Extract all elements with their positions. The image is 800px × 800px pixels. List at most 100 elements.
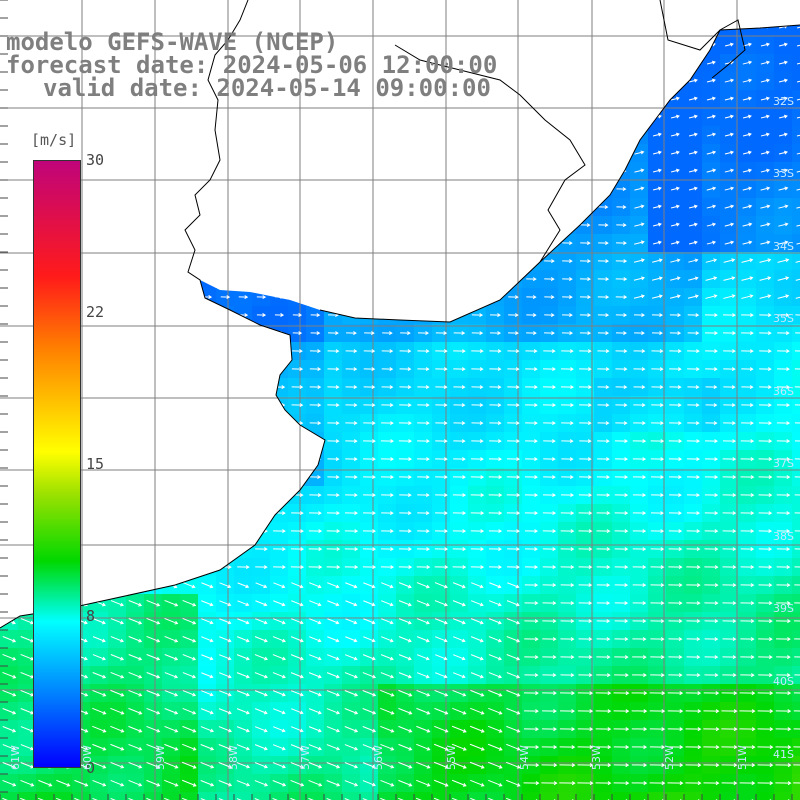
wind-arrow xyxy=(255,439,268,444)
wind-cell xyxy=(630,792,649,800)
wind-cell xyxy=(324,270,343,289)
wind-cell xyxy=(684,792,703,800)
wind-cell xyxy=(162,378,181,397)
wind-arrow xyxy=(184,421,195,426)
wind-cell xyxy=(792,216,800,235)
wind-cell xyxy=(126,504,145,523)
wind-arrow xyxy=(508,223,519,228)
wind-arrow xyxy=(616,25,627,30)
wind-arrow xyxy=(129,565,142,570)
wind-cell xyxy=(216,342,235,361)
wind-cell xyxy=(216,216,235,235)
wind-arrow xyxy=(508,25,519,30)
wind-cell xyxy=(342,288,361,307)
wind-cell xyxy=(558,108,577,127)
wind-cell xyxy=(54,108,73,127)
latitude-label: 32S xyxy=(773,95,794,108)
wind-cell xyxy=(180,432,199,451)
wind-arrow xyxy=(203,7,211,10)
wind-arrow xyxy=(202,115,213,120)
wind-arrow xyxy=(129,421,142,426)
wind-cell xyxy=(360,252,379,271)
wind-arrow xyxy=(382,43,393,48)
wind-arrow xyxy=(201,385,214,390)
wind-arrow xyxy=(418,133,429,138)
wind-arrow xyxy=(3,582,16,589)
wind-arrow xyxy=(273,493,286,498)
wind-cell xyxy=(234,126,253,145)
wind-arrow xyxy=(218,511,233,516)
wind-arrow xyxy=(22,115,33,120)
wind-cell xyxy=(252,324,271,343)
wind-cell xyxy=(180,540,199,559)
wind-cell xyxy=(792,36,800,55)
wind-arrow xyxy=(346,241,357,246)
wind-arrow xyxy=(382,313,393,318)
wind-cell xyxy=(270,288,289,307)
wind-arrow xyxy=(436,205,447,210)
wind-arrow xyxy=(21,565,34,570)
wind-arrow xyxy=(147,547,160,552)
wind-cell xyxy=(90,522,109,541)
wind-arrow xyxy=(148,259,159,264)
wind-arrow xyxy=(202,439,213,444)
wind-arrow xyxy=(130,259,141,264)
wind-cell xyxy=(432,252,451,271)
wind-arrow xyxy=(147,511,160,516)
wind-arrow xyxy=(4,133,15,138)
wind-arrow xyxy=(274,169,285,174)
wind-arrow xyxy=(182,565,196,570)
wind-arrow xyxy=(94,205,105,210)
wind-arrow xyxy=(382,187,393,192)
wind-cell xyxy=(162,468,181,487)
wind-arrow xyxy=(147,529,160,534)
wind-cell xyxy=(666,36,685,55)
wind-cell xyxy=(0,378,19,397)
wind-cell xyxy=(378,270,397,289)
wind-arrow xyxy=(148,349,159,354)
wind-arrow xyxy=(202,313,213,318)
wind-arrow xyxy=(634,25,645,29)
wind-cell xyxy=(360,306,379,325)
wind-arrow xyxy=(183,529,196,534)
wind-arrow xyxy=(382,277,393,282)
latitude-label: 35S xyxy=(773,312,794,325)
wind-arrow xyxy=(129,457,142,462)
wind-cell xyxy=(144,270,163,289)
wind-cell xyxy=(522,252,541,271)
wind-arrow xyxy=(4,367,15,372)
wind-arrow xyxy=(454,277,465,282)
wind-cell xyxy=(216,198,235,217)
wind-arrow xyxy=(454,25,465,30)
wind-cell xyxy=(216,414,235,433)
wind-cell xyxy=(0,396,19,415)
wind-cell xyxy=(540,36,559,55)
wind-cell xyxy=(450,288,469,307)
wind-arrow xyxy=(184,151,195,156)
wind-arrow xyxy=(112,349,123,354)
wind-cell xyxy=(144,576,163,595)
wind-arrow xyxy=(436,223,447,228)
wind-arrow xyxy=(346,25,357,30)
wind-cell xyxy=(540,216,559,235)
wind-arrow xyxy=(454,187,465,192)
wind-arrow xyxy=(4,277,15,282)
wind-arrow xyxy=(4,295,15,300)
wind-cell xyxy=(162,540,181,559)
wind-cell xyxy=(180,360,199,379)
wind-arrow xyxy=(581,7,589,10)
wind-cell xyxy=(234,0,253,19)
wind-arrow xyxy=(3,511,16,516)
wind-cell xyxy=(702,792,721,800)
wind-cell xyxy=(90,252,109,271)
wind-arrow xyxy=(111,582,124,589)
wind-cell xyxy=(216,360,235,379)
wind-cell xyxy=(216,270,235,289)
wind-cell xyxy=(558,72,577,91)
wind-cell xyxy=(252,504,271,523)
wind-cell xyxy=(216,540,235,559)
wind-arrow xyxy=(598,115,609,120)
wind-cell xyxy=(90,432,109,451)
wind-cell xyxy=(0,486,19,505)
wind-arrow xyxy=(166,133,177,138)
